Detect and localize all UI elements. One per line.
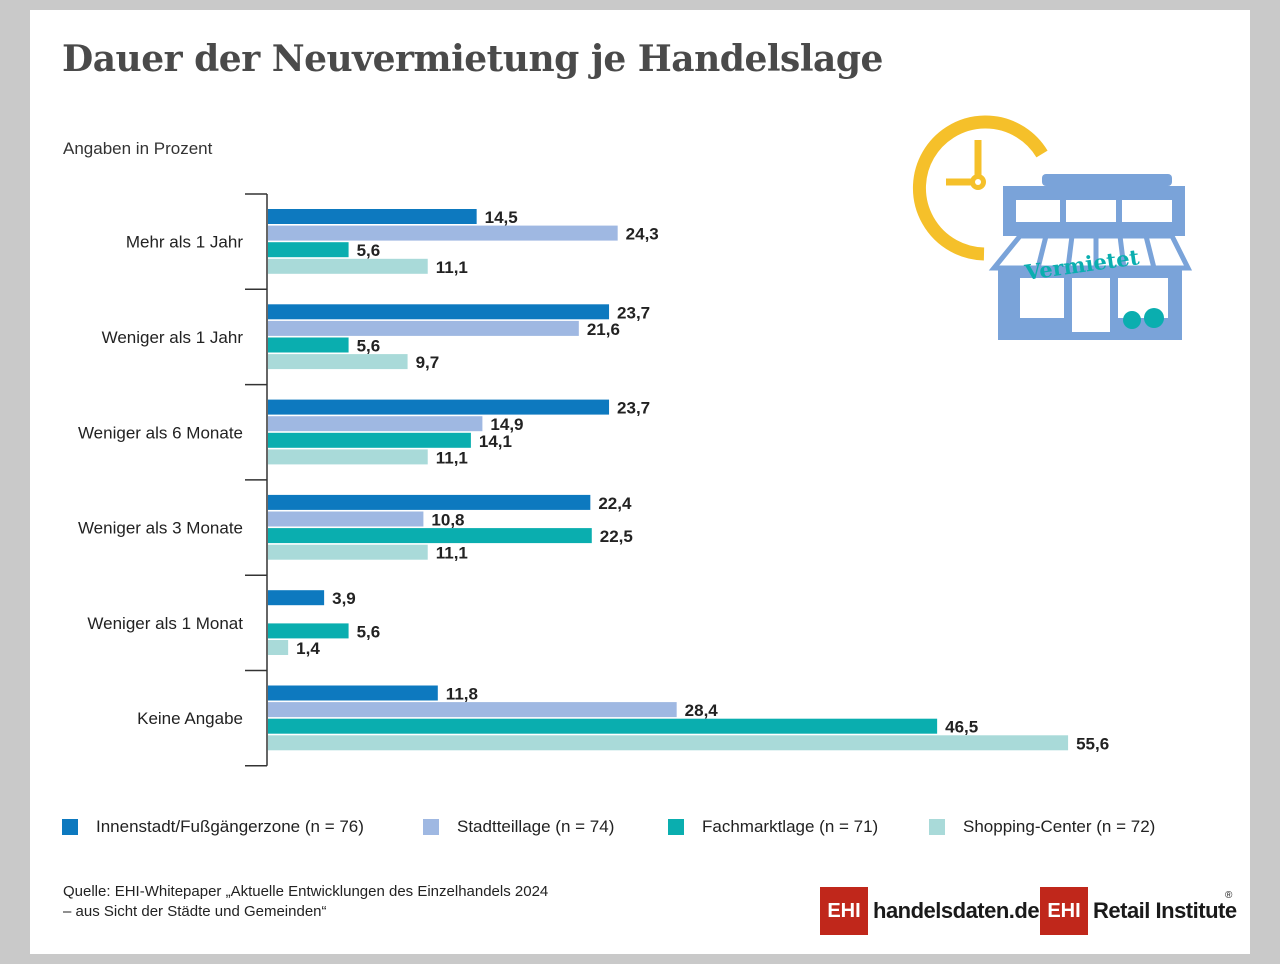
registered-mark: ® — [1225, 890, 1233, 901]
legend-label: Shopping-Center (n = 72) — [963, 817, 1156, 836]
category-label: Keine Angabe — [137, 709, 243, 728]
bar — [268, 544, 428, 560]
bar — [268, 304, 610, 320]
bar — [268, 242, 349, 258]
legend-swatch — [423, 819, 439, 835]
data-label: 11,1 — [436, 544, 468, 563]
bar — [268, 718, 938, 734]
data-label: 22,5 — [600, 527, 633, 546]
data-label: 11,8 — [446, 685, 478, 704]
category-label: Weniger als 1 Monat — [87, 614, 243, 633]
data-label: 23,7 — [617, 303, 650, 322]
bar — [268, 449, 428, 465]
bar — [268, 590, 325, 606]
source-note: Quelle: EHI-Whitepaper „Aktuelle Entwick… — [63, 882, 548, 922]
legend-label: Innenstadt/Fußgängerzone (n = 76) — [96, 817, 364, 836]
data-label: 1,4 — [296, 639, 320, 658]
bar — [268, 416, 483, 432]
category-label: Weniger als 1 Jahr — [102, 328, 244, 347]
data-label: 55,6 — [1076, 734, 1109, 753]
data-label: 28,4 — [685, 701, 719, 720]
data-label: 46,5 — [945, 718, 978, 737]
legend-swatch — [668, 819, 684, 835]
bar — [268, 209, 477, 224]
data-label: 22,4 — [598, 494, 632, 513]
bar — [268, 685, 438, 701]
category-label: Mehr als 1 Jahr — [126, 233, 243, 252]
store-illustration: Vermietet — [912, 115, 1193, 340]
bar — [268, 354, 408, 370]
bar — [268, 735, 1069, 751]
legend-swatch — [62, 819, 78, 835]
data-label: 23,7 — [617, 399, 650, 418]
data-label: 10,8 — [431, 511, 464, 530]
data-label: 21,6 — [587, 320, 620, 339]
legend-label: Stadtteillage (n = 74) — [457, 817, 615, 836]
chart-title: Dauer der Neuvermietung je Handelslage — [62, 38, 883, 80]
data-label: 5,6 — [357, 622, 381, 641]
source-line: Quelle: EHI-Whitepaper „Aktuelle Entwick… — [63, 883, 549, 900]
source-line: – aus Sicht der Städte und Gemeinden“ — [63, 903, 327, 920]
bar — [268, 623, 349, 639]
data-label: 5,6 — [357, 241, 381, 260]
ehi-badge: EHI — [1040, 887, 1088, 935]
bar — [268, 702, 677, 718]
data-label: 14,5 — [485, 208, 518, 227]
chart-subtitle: Angaben in Prozent — [63, 139, 213, 158]
bar — [268, 225, 618, 241]
logo-text: Retail Institute — [1093, 898, 1237, 923]
bar — [268, 320, 579, 336]
bar-chart: Mehr als 1 Jahr 14,5 24,3 5,6 11,1 Weniger al… — [78, 193, 1109, 767]
data-label: 14,9 — [490, 415, 523, 434]
data-label: 11,1 — [436, 448, 468, 467]
bar — [268, 258, 428, 274]
bar — [268, 640, 289, 655]
clock-icon — [912, 115, 1048, 261]
legend-label: Fachmarktlage (n = 71) — [702, 817, 879, 836]
data-label: 11,1 — [436, 258, 468, 277]
data-label: 9,7 — [416, 353, 440, 372]
category-label: Weniger als 6 Monate — [78, 423, 243, 442]
legend-swatch — [929, 819, 945, 835]
bar — [268, 494, 591, 510]
data-label: 5,6 — [357, 337, 381, 356]
data-label: 24,3 — [626, 225, 659, 244]
bar — [268, 432, 471, 448]
shop-icon: Vermietet — [988, 174, 1193, 340]
bar — [268, 528, 592, 544]
bar — [268, 399, 610, 415]
ehi-badge: EHI — [820, 887, 868, 935]
logo-text: handelsdaten.de — [873, 898, 1040, 923]
data-label: 3,9 — [332, 589, 356, 608]
bar — [268, 337, 349, 353]
category-label: Weniger als 3 Monate — [78, 519, 243, 538]
data-label: 14,1 — [479, 432, 512, 451]
bar — [268, 511, 424, 527]
